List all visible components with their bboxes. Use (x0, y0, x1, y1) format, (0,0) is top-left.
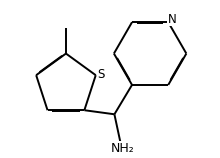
Text: NH₂: NH₂ (110, 142, 134, 155)
Text: N: N (167, 13, 176, 26)
Text: S: S (97, 68, 105, 81)
